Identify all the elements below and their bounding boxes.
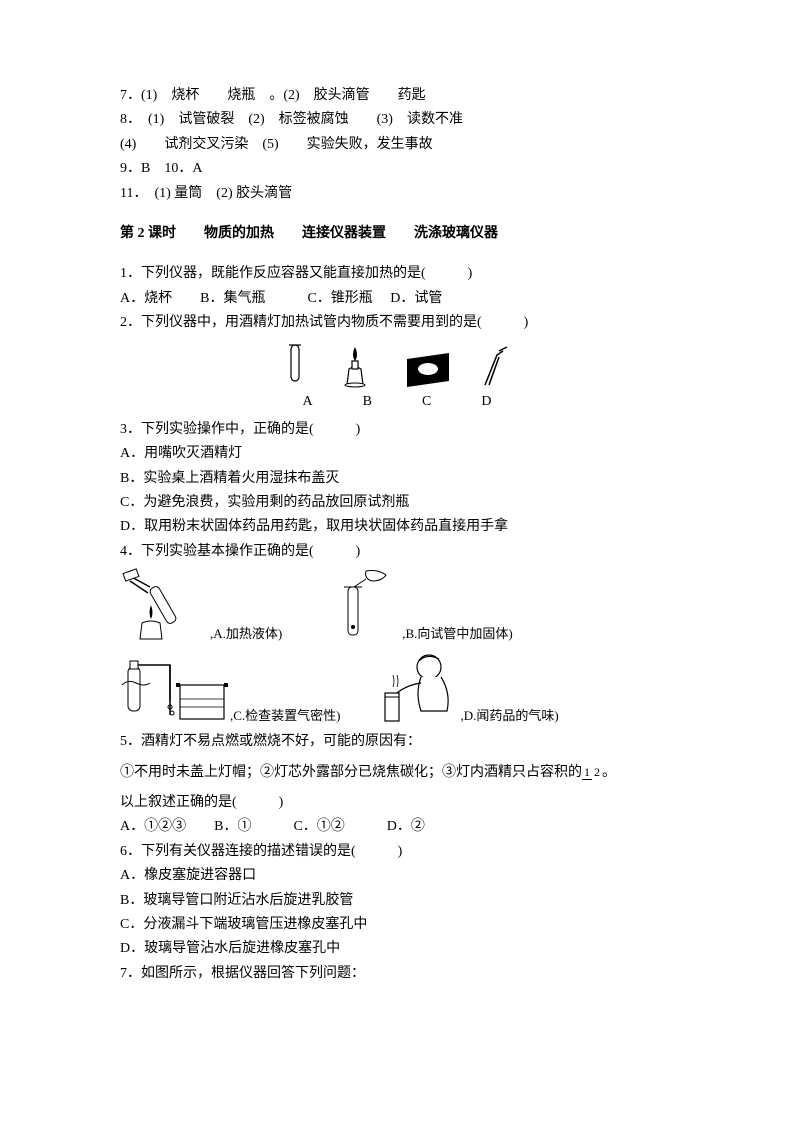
question-6: 6．下列有关仪器连接的描述错误的是( ) — [120, 841, 674, 863]
question-6-c: C．分液漏斗下端玻璃管压进橡皮塞孔中 — [120, 914, 674, 936]
test-tube-icon — [281, 341, 309, 389]
q2-option-c-image — [401, 341, 455, 389]
q2-option-d-image — [479, 341, 513, 389]
q4-label-a: ,A.加热液体) — [210, 624, 282, 645]
answer-8-part1: 8． (1) 试管破裂 (2) 标签被腐蚀 (3) 读数不准 — [120, 109, 674, 131]
section-title: 第 2 课时 物质的加热 连接仪器装置 洗涤玻璃仪器 — [120, 223, 674, 245]
q4-option-b: ,B.向试管中加固体) — [312, 567, 513, 645]
q4-label-c: ,C.检查装置气密性) — [230, 706, 341, 727]
question-1: 1．下列仪器，既能作反应容器又能直接加热的是( ) — [120, 263, 674, 285]
q2-option-a-image — [281, 341, 309, 389]
q2-label-d: D — [481, 391, 491, 413]
airtightness-icon — [120, 649, 230, 727]
question-3-b: B．实验桌上酒精着火用湿抹布盖灭 — [120, 468, 674, 490]
question-4-row1: ,A.加热液体) ,B.向试管中加固体) — [120, 567, 674, 645]
question-5-line2-text: ①不用时未盖上灯帽；②灯芯外露部分已烧焦碳化；③灯内酒精只占容积的 — [120, 765, 582, 780]
answer-11: 11． (1) 量筒 (2) 胶头滴管 — [120, 183, 674, 205]
question-5-line2: ①不用时未盖上灯帽；②灯芯外露部分已烧焦碳化；③灯内酒精只占容积的12。 — [120, 762, 674, 784]
answer-9-10: 9．B 10．A — [120, 158, 674, 180]
question-4-row2: ,C.检查装置气密性) ,D.闻药品的气味) — [120, 649, 674, 727]
question-5-line1: 5．酒精灯不易点燃或燃烧不好，可能的原因有： — [120, 731, 674, 753]
question-6-d: D．玻璃导管沾水后旋进橡皮塞孔中 — [120, 938, 674, 960]
q2-label-c: C — [422, 391, 431, 413]
q2-label-b: B — [363, 391, 372, 413]
question-1-options: A．烧杯 B．集气瓶 C．锥形瓶 D．试管 — [120, 288, 674, 310]
wire-gauze-icon — [401, 341, 455, 389]
question-3-a: A．用嘴吹灭酒精灯 — [120, 443, 674, 465]
q4-label-b: ,B.向试管中加固体) — [402, 624, 513, 645]
q4-option-a: ,A.加热液体) — [120, 567, 282, 645]
question-6-b: B．玻璃导管口附近沾水后旋进乳胶管 — [120, 890, 674, 912]
question-2: 2．下列仪器中，用酒精灯加热试管内物质不需要用到的是( ) — [120, 312, 674, 334]
question-2-images — [120, 341, 674, 389]
question-2-labels: A B C D — [120, 391, 674, 413]
question-6-a: A．橡皮塞旋进容器口 — [120, 865, 674, 887]
answer-7: 7．(1) 烧杯 烧瓶 。(2) 胶头滴管 药匙 — [120, 85, 674, 107]
question-5-line3: 以上叙述正确的是( ) — [120, 792, 674, 814]
question-4: 4．下列实验基本操作正确的是( ) — [120, 541, 674, 563]
tongs-icon — [479, 341, 513, 389]
question-3: 3．下列实验操作中，正确的是( ) — [120, 419, 674, 441]
q4-label-d: ,D.闻药品的气味) — [461, 706, 559, 727]
heating-liquid-icon — [120, 567, 210, 645]
alcohol-lamp-icon — [333, 341, 377, 389]
question-7: 7．如图所示，根据仪器回答下列问题： — [120, 963, 674, 985]
q4-option-d: ,D.闻药品的气味) — [371, 649, 559, 727]
answer-8-part2: (4) 试剂交叉污染 (5) 实验失败，发生事故 — [120, 134, 674, 156]
add-solid-icon — [312, 567, 402, 645]
question-5-options: A．①②③ B．① C．①② D．② — [120, 816, 674, 838]
question-3-c: C．为避免浪费，实验用剩的药品放回原试剂瓶 — [120, 492, 674, 514]
smell-chemical-icon — [371, 649, 461, 727]
q2-option-b-image — [333, 341, 377, 389]
fraction-half: 12 — [582, 766, 602, 778]
q4-option-c: ,C.检查装置气密性) — [120, 649, 341, 727]
q2-label-a: A — [303, 391, 313, 413]
question-3-d: D．取用粉末状固体药品用药匙，取用块状固体药品直接用手拿 — [120, 516, 674, 538]
question-5-line2-end: 。 — [602, 765, 616, 780]
